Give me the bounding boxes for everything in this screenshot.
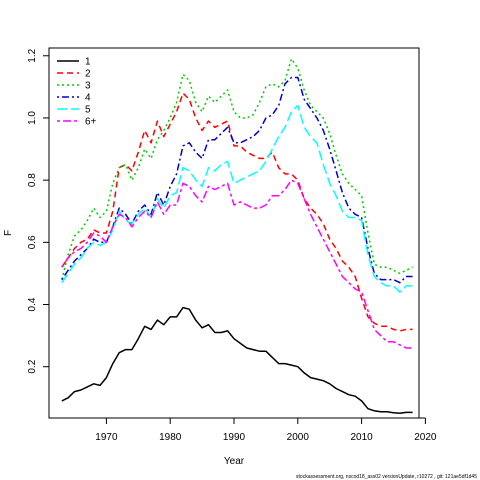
x-tick-label: 1970 — [95, 432, 118, 443]
series-layer — [61, 58, 413, 415]
series-line-1 — [61, 306, 413, 415]
x-axis-title: Year — [224, 456, 245, 467]
y-tick-label: 0.8 — [27, 173, 38, 187]
legend-label-4: 4 — [85, 93, 91, 104]
y-tick-label: 1.0 — [27, 111, 38, 125]
y-tick-label: 1.2 — [27, 48, 38, 62]
y-tick-label: 0.4 — [27, 297, 38, 311]
legend-label-2: 2 — [85, 69, 91, 80]
legend-label-1: 1 — [85, 57, 91, 68]
x-tick-label: 1980 — [159, 432, 182, 443]
legend-label-3: 3 — [85, 81, 91, 92]
y-axis: 0.2 0.4 0.6 0.8 1.0 1.2 — [27, 48, 50, 374]
y-axis-title: F — [3, 230, 14, 236]
footnote: stockassessment.org, nscod18_ass02 versi… — [296, 474, 477, 480]
series-line-3 — [61, 58, 413, 280]
series-line-6 — [61, 179, 413, 349]
legend-label-5: 5 — [85, 105, 91, 116]
series-line-2 — [61, 92, 413, 332]
x-tick-label: 2010 — [350, 432, 373, 443]
x-tick-label: 2000 — [287, 432, 310, 443]
x-tick-label: 2020 — [414, 432, 437, 443]
series-line-5 — [61, 104, 413, 293]
y-tick-label: 0.6 — [27, 235, 38, 249]
legend-label-6: 6+ — [85, 117, 97, 128]
x-axis: 1970 1980 1990 2000 2010 2020 — [95, 417, 437, 443]
y-tick-label: 0.2 — [27, 359, 38, 373]
series-line-4 — [61, 76, 413, 284]
x-tick-label: 1990 — [223, 432, 246, 443]
